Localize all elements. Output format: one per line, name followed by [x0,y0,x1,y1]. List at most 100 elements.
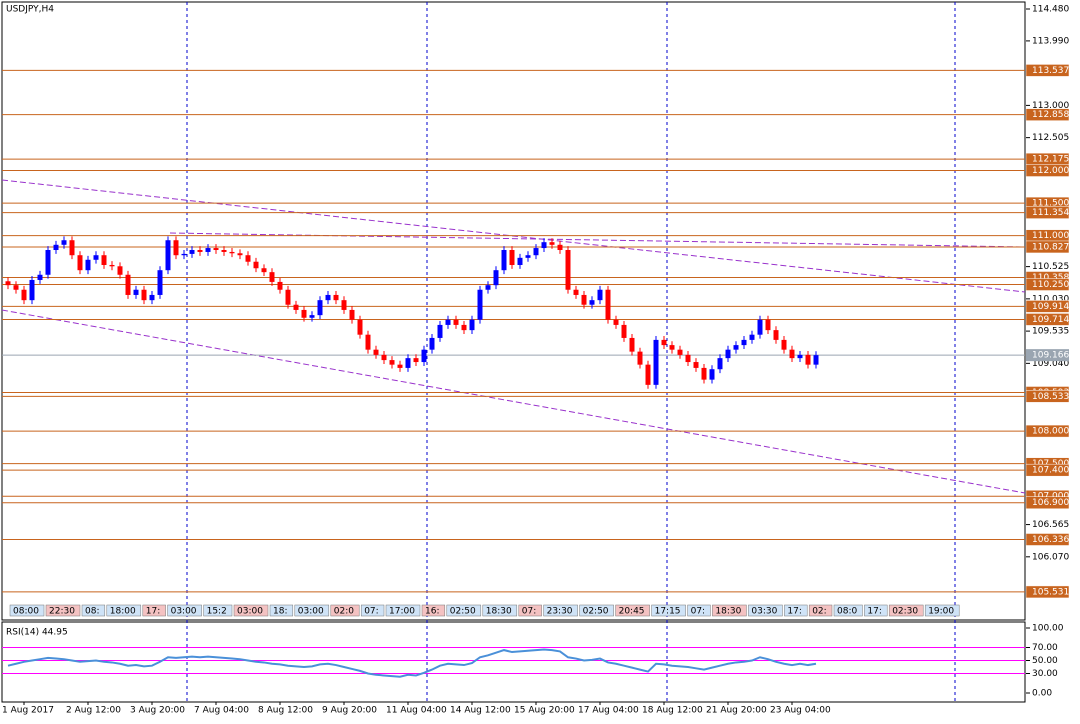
level-label-box [1025,164,1070,177]
level-label: 108.000 [1032,427,1069,437]
y-tick-label: 30.00 [1032,669,1058,679]
current-price-box [1026,349,1069,362]
session-label: 02:50 [583,607,609,617]
candle-body [237,253,243,256]
level-label-box [1025,108,1070,121]
x-tick-label: 9 Aug 20:00 [322,706,377,716]
rsi-title: RSI(14) 44.95 [6,628,68,638]
candle-body [565,250,571,290]
candle-body [165,240,171,271]
candle-body [133,289,139,295]
candle-body [677,349,683,355]
candle-body [445,319,451,325]
candle-body [477,289,483,320]
rsi-panel [1,621,1026,703]
y-tick-label: 112.505 [1032,133,1069,143]
session-box [543,604,578,617]
candle-body [213,248,219,251]
candle-body [453,319,459,325]
session-box [167,604,202,617]
x-tick-label: 14 Aug 12:00 [450,706,511,716]
x-tick-label: 7 Aug 04:00 [194,706,249,716]
candle-body [757,319,763,335]
candle-body [357,319,363,335]
candle-body [701,367,707,380]
y-tick-label: 50.00 [1032,656,1058,666]
candle-body [501,250,507,271]
x-tick-label: 23 Aug 04:00 [770,706,831,716]
candle-body [29,279,35,301]
level-label: 111.000 [1032,231,1069,241]
candle-body [693,362,699,368]
level-label: 107.400 [1032,466,1069,476]
y-tick-label: 106.070 [1032,552,1069,562]
y-tick-label: 0.00 [1032,689,1052,699]
session-box [482,604,518,617]
candle-body [557,244,563,251]
candle-body [277,281,283,290]
level-label-box [1025,533,1070,546]
candle-body [373,349,379,355]
session-label: 08:00 [13,607,39,617]
period-separators [186,2,956,702]
level-label: 109.914 [1032,302,1069,312]
candle-body [69,240,75,256]
candle-body [469,319,475,331]
session-box [81,604,106,617]
level-label: 110.827 [1032,242,1069,252]
session-box [142,604,166,617]
candle-body [117,266,123,275]
candle-body [221,250,227,252]
candle-body [413,358,419,363]
session-box [330,604,360,617]
candle-body [13,285,19,290]
candle-body [717,358,723,370]
candle-body [493,270,499,286]
session-label: 02: [812,607,826,617]
candle-body [269,272,275,282]
candle-body [725,349,731,359]
session-label: 18:30 [486,607,512,617]
candle-body [125,274,131,295]
y-tick-label: 113.000 [1032,101,1069,111]
level-label-box [1025,240,1070,254]
x-tick-label: 2 Aug 12:00 [66,706,121,716]
candle-body [461,324,467,331]
candle-body [149,294,155,301]
chart-title: USDJPY,H4 [6,5,54,15]
candle-body [53,244,59,251]
x-tick-label: 1 Aug 2017 [2,706,54,716]
candle-body [749,334,755,340]
level-label-box [1025,424,1070,438]
level-label: 112.175 [1032,155,1069,165]
session-label: 08: [85,607,99,617]
session-box [45,604,81,617]
x-tick-label: 11 Aug 04:00 [386,706,447,716]
session-box [106,604,142,617]
session-label: 07: [691,607,705,617]
y-tick-label: 106.565 [1032,520,1069,530]
candle-body [685,354,691,363]
candle-body [773,330,779,340]
candle-body [605,289,611,320]
candle-body [85,259,91,271]
x-tick-label: 15 Aug 20:00 [514,706,575,716]
candle-body [317,300,323,316]
y-tick-label: 110.525 [1032,262,1069,272]
session-box [269,604,294,617]
session-label: 02:30 [892,607,918,617]
candle-body [101,255,107,265]
level-label: 111.500 [1032,199,1069,209]
candle-body [437,324,443,338]
session-label: 07: [364,607,378,617]
candle-body [5,281,11,286]
session-label: 17: [787,607,801,617]
level-label-box [1025,64,1070,77]
level-label-box [1025,278,1070,291]
candle-body [333,294,339,301]
rsi-line [7,648,817,678]
session-box [808,604,833,617]
session-label: 07: [522,607,536,617]
session-box [385,604,421,617]
session-box [9,604,45,617]
